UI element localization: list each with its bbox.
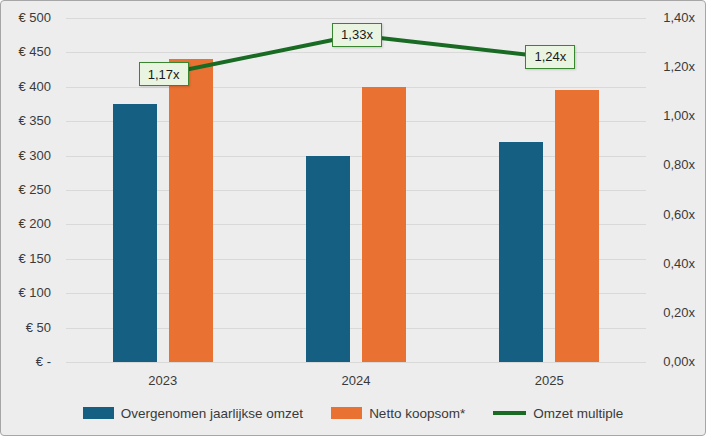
left-axis-tick: € 300 (5, 148, 51, 164)
legend-bar-swatch (331, 407, 362, 419)
legend-item: Netto koopsom* (331, 406, 465, 421)
right-axis-tick: 1,20x (651, 59, 695, 75)
legend-label: Netto koopsom* (369, 406, 465, 421)
x-axis-tick: 2025 (514, 373, 584, 389)
left-axis-tick: € 400 (5, 79, 51, 95)
legend: Overgenomen jaarlijkse omzet Netto koopso… (1, 404, 705, 422)
legend-bar-swatch (83, 407, 114, 419)
left-axis-tick: € 50 (5, 320, 51, 336)
left-axis-tick: € 150 (5, 251, 51, 267)
plot-area: 1,17x 1,33x 1,24x (66, 18, 646, 362)
legend-item: Omzet multiple (493, 406, 623, 421)
x-axis-tick: 2024 (321, 373, 391, 389)
right-axis-tick: 1,00x (651, 108, 695, 124)
right-axis-tick: 0,20x (651, 305, 695, 321)
right-axis-tick: 0,80x (651, 157, 695, 173)
left-axis-tick: € 250 (5, 182, 51, 198)
legend-item: Overgenomen jaarlijkse omzet (83, 406, 303, 421)
left-axis-tick: € 350 (5, 113, 51, 129)
legend-line-swatch (493, 411, 526, 415)
right-axis-tick: 0,40x (651, 256, 695, 272)
left-axis-tick: € 100 (5, 285, 51, 301)
line-point-label: 1,33x (332, 23, 382, 47)
gridline (66, 362, 646, 363)
left-axis-tick: € 450 (5, 44, 51, 60)
legend-label: Omzet multiple (533, 406, 623, 421)
left-axis-tick: € 200 (5, 216, 51, 232)
legend-label: Overgenomen jaarlijkse omzet (121, 406, 303, 421)
line-point-label: 1,24x (525, 45, 575, 69)
x-axis-tick: 2023 (128, 373, 198, 389)
right-axis-tick: 0,00x (651, 354, 695, 370)
line-point-label: 1,17x (139, 62, 189, 86)
left-axis-tick: € 500 (5, 10, 51, 26)
right-axis-tick: 0,60x (651, 207, 695, 223)
chart: 1,17x 1,33x 1,24x € 500 € 450 € 400 € 350 € 30… (0, 0, 706, 436)
left-axis-tick: € - (5, 354, 51, 370)
right-axis-tick: 1,40x (651, 10, 695, 26)
